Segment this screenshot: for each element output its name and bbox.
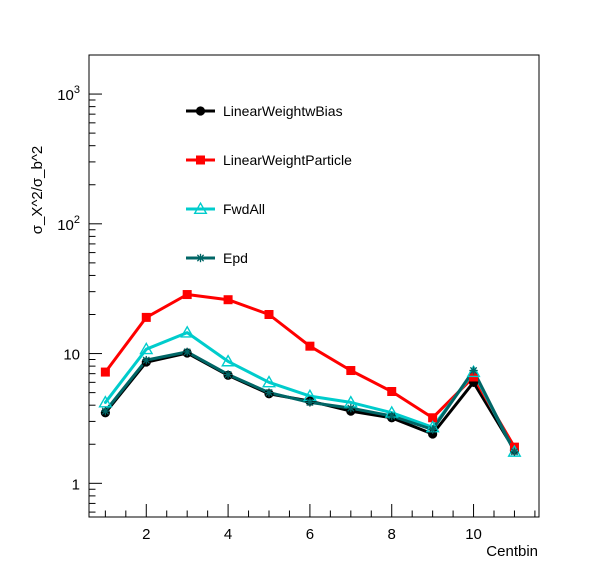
data-point-fwdall-11 [507,444,522,457]
data-point-epd-11-stroke-d2 [510,448,519,456]
data-point-epd-1-stroke-d2 [101,407,109,415]
data-point-fwdall-3 [180,325,195,338]
x-tick-label-8: 8 [388,526,396,543]
x-tick-label-10: 10 [465,526,482,543]
legend-marker-linearweightwbias [195,106,206,116]
data-point-epd-5-stroke-d2 [265,389,273,397]
data-point-epd-10 [469,366,478,375]
data-point-linearweightparticle-6 [305,341,315,351]
data-point-linearweightparticle-3 [182,290,192,300]
plot-frame [88,54,540,518]
data-point-epd-11 [510,447,519,456]
tick-labels: 2 4 6 8 10 1 10 102 103 [57,84,482,543]
data-point-fwdall-1 [98,395,113,408]
x-tick-label-4: 4 [224,526,232,543]
data-point-epd-7-stroke-d2 [347,404,355,412]
data-point-epd-8 [387,411,396,421]
data-point-epd-5 [264,388,274,397]
data-point-fwdall-2 [139,342,154,355]
data-point-linearweightparticle-9 [428,413,438,423]
data-point-epd-8-stroke-d2 [388,412,396,420]
data-point-linearweightparticle-4 [223,295,233,305]
data-point-epd-6-stroke-d2 [306,398,314,407]
data-point-epd-4-stroke-d2 [224,370,232,379]
legend-marker-fwdall [193,201,208,215]
data-point-linearweightparticle-2 [141,312,151,322]
data-point-fwdall-10 [466,364,481,378]
plot-area-border [88,54,540,518]
legend-marker-epd [196,253,205,263]
data-point-epd-6 [305,398,315,407]
y-tick-label-1: 1 [72,476,80,493]
data-point-fwdall-4 [221,354,236,367]
data-point-fwdall-5 [261,375,277,388]
y-axis-title: σ_X^2/σ_b^2 [29,146,46,234]
series-markers [98,290,522,457]
x-tick-label-6: 6 [306,526,314,543]
data-point-epd-3 [182,347,192,357]
legend-entry-epd: Epd [186,250,248,266]
legend-label-epd: Epd [223,250,248,266]
legend-entry-linearweightparticle: LinearWeightParticle [186,152,352,168]
y-tick-label-1000: 103 [57,84,80,104]
legend-label-linearweightparticle: LinearWeightParticle [223,152,352,168]
data-point-epd-10-stroke-d2 [469,366,478,375]
legend: LinearWeightwBias LinearWeightParticle Fwd… [186,103,352,266]
legend-marker-linearweightparticle [196,155,205,165]
data-point-epd-1 [101,406,110,416]
legend-label-fwdall: FwdAll [223,201,265,217]
x-tick-label-2: 2 [142,526,150,543]
legend-entry-fwdall: FwdAll [186,201,265,217]
y-tick-label-10: 10 [63,347,80,364]
data-point-epd-2 [142,355,151,365]
data-point-epd-9-stroke-d2 [429,425,437,434]
legend-marker-epd-stroke-d2 [196,254,205,262]
data-point-linearweightparticle-8 [387,387,397,397]
data-point-epd-9 [428,425,437,434]
x-axis-title: Centbin [486,543,538,560]
legend-label-linearweightwbias: LinearWeightwBias [223,103,343,119]
data-point-linearweightparticle-7 [346,366,356,376]
data-point-epd-3-stroke-d2 [183,348,191,356]
data-point-linearweightparticle-5 [264,310,274,320]
data-point-epd-7 [346,403,356,413]
y-tick-label-100: 102 [57,214,80,234]
data-point-epd-2-stroke-d2 [142,356,150,364]
data-point-linearweightparticle-1 [100,367,110,377]
axis-ticks [89,54,536,517]
data-point-epd-4 [223,370,233,379]
legend-entry-linearweightwbias: LinearWeightwBias [186,103,343,119]
